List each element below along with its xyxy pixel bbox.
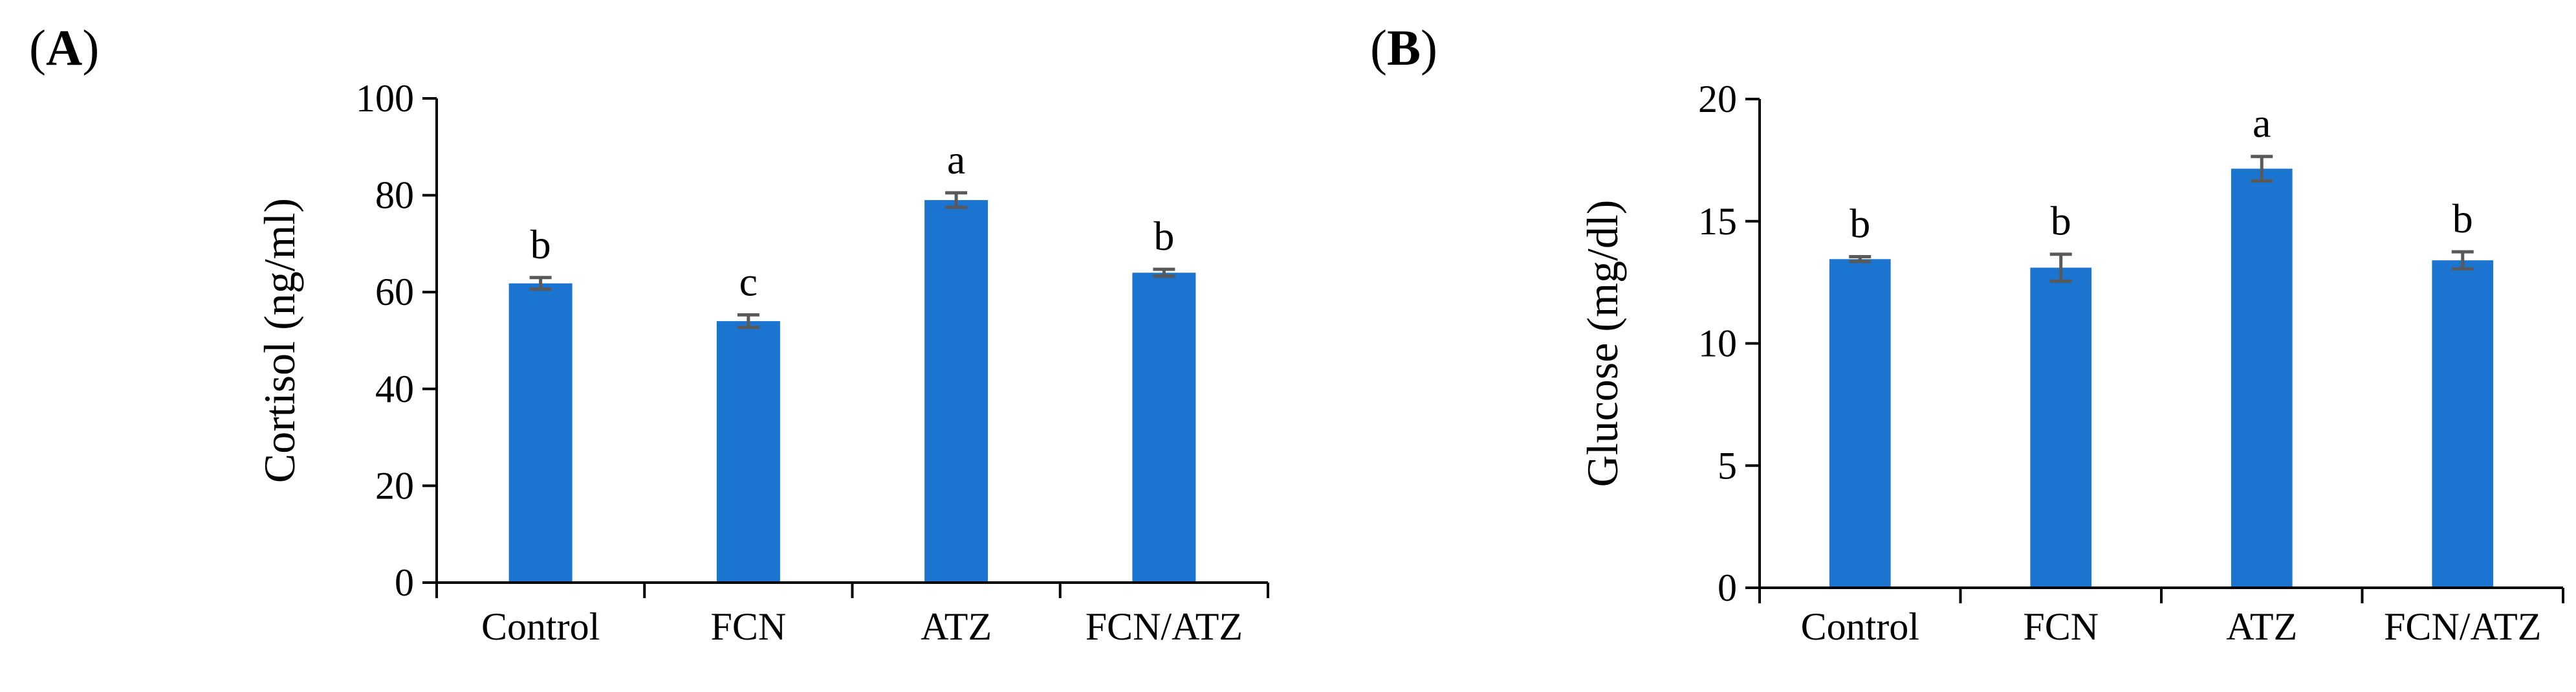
- significance-letter: a: [2253, 100, 2271, 146]
- category-label: Control: [481, 605, 600, 648]
- y-tick-label: 0: [395, 561, 414, 604]
- error-bar: [1849, 254, 1872, 263]
- error-bar: [945, 191, 968, 209]
- significance-letter: b: [1850, 200, 1870, 246]
- panel-letter: B: [1387, 19, 1421, 76]
- panel-letter: A: [46, 19, 82, 76]
- category-label: FCN: [2023, 605, 2099, 648]
- y-tick-label: 40: [375, 368, 414, 410]
- bar-fcn: [716, 321, 780, 583]
- panel-label: (B): [1370, 19, 1437, 76]
- panel-label: (A): [29, 19, 99, 76]
- category-label: ATZ: [921, 605, 992, 648]
- error-bar: [2451, 250, 2474, 271]
- bar-atz: [2231, 168, 2293, 588]
- y-tick-label: 60: [375, 271, 414, 313]
- error-bar: [2049, 252, 2072, 283]
- bar-control: [508, 283, 573, 583]
- category-label: ATZ: [2226, 605, 2297, 648]
- bar-atz: [924, 200, 988, 583]
- category-label: FCN/ATZ: [2384, 605, 2541, 648]
- y-tick-label: 15: [1698, 200, 1737, 243]
- y-tick-label: 100: [356, 77, 414, 120]
- significance-letter: b: [530, 221, 551, 267]
- significance-letter: b: [2452, 195, 2473, 241]
- error-bar: [1153, 267, 1175, 278]
- y-axis-title: Glucose (mg/dl): [1578, 200, 1627, 487]
- y-tick-label: 0: [1718, 566, 1737, 609]
- y-axis-title: Cortisol (ng/ml): [255, 198, 304, 483]
- bar-fcn-atz: [2432, 260, 2494, 588]
- error-bar: [529, 276, 552, 291]
- y-tick-label: 80: [375, 174, 414, 217]
- category-label: Control: [1801, 605, 1919, 648]
- bar-fcn-atz: [1132, 273, 1196, 583]
- error-bar: [737, 313, 759, 329]
- significance-letter: c: [739, 258, 758, 304]
- panel-a: (A) Cortisol (ng/ml) 0 20 40 60 80 100 b c a b Contr…: [29, 19, 1269, 648]
- y-tick-label: 10: [1698, 322, 1737, 365]
- category-label: FCN/ATZ: [1086, 605, 1243, 648]
- error-bar: [2251, 155, 2273, 183]
- significance-letter: b: [1153, 213, 1174, 259]
- significance-letter: a: [947, 137, 965, 183]
- y-tick-label: 20: [1698, 78, 1737, 120]
- panel-b: (B) Glucose (mg/dl) 0 5 10 15 20 b b a b Control FCN…: [1370, 19, 2564, 648]
- bar-fcn: [2030, 267, 2092, 588]
- bar-control: [1829, 259, 1891, 588]
- category-label: FCN: [711, 605, 787, 648]
- y-tick-label: 20: [375, 464, 414, 507]
- significance-letter: b: [2051, 198, 2071, 244]
- y-tick-label: 5: [1718, 444, 1737, 487]
